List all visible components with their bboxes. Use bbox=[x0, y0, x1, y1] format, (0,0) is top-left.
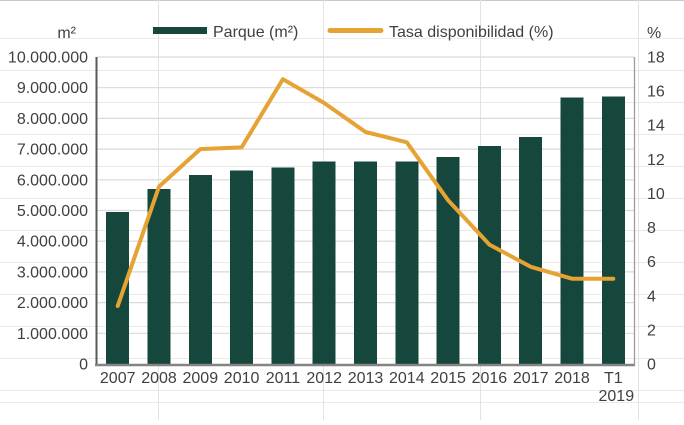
left-tick-label: 7.000.000 bbox=[17, 142, 88, 159]
bar-2014 bbox=[395, 161, 419, 364]
right-tick-label: 18 bbox=[647, 50, 665, 67]
legend: Parque (m²) Tasa disponibilidad (%) bbox=[153, 24, 554, 41]
right-tick-label: 16 bbox=[647, 84, 665, 101]
left-tick-label: 1.000.000 bbox=[17, 326, 88, 343]
right-tick-label: 6 bbox=[647, 254, 656, 271]
x-label-2012: 2012 bbox=[306, 370, 342, 387]
right-tick-label: 10 bbox=[647, 186, 665, 203]
x-label-2009: 2009 bbox=[183, 370, 219, 387]
tasa-disponibilidad-line bbox=[115, 77, 616, 308]
bar-2012 bbox=[312, 161, 336, 364]
bar-2008 bbox=[147, 189, 171, 364]
legend-label-tasa-disponibilidad: Tasa disponibilidad (%) bbox=[389, 24, 554, 41]
line-series-tasa-disponibilidad bbox=[115, 77, 616, 308]
x-label-2014: 2014 bbox=[389, 370, 425, 387]
legend-label-parque: Parque (m²) bbox=[213, 24, 298, 41]
right-tick-label: 14 bbox=[647, 118, 665, 135]
x-label-2013: 2013 bbox=[348, 370, 384, 387]
x-label-2010: 2010 bbox=[224, 370, 260, 387]
x-axis-category-labels: 2007 2008 2009 2010 2011 2012 2013 2014 2015 2016… bbox=[100, 370, 634, 405]
left-tick-label: 10.000.000 bbox=[8, 50, 88, 67]
left-tick-label: 2.000.000 bbox=[17, 295, 88, 312]
x-label-2008: 2008 bbox=[141, 370, 177, 387]
left-tick-label: 4.000.000 bbox=[17, 234, 88, 251]
left-tick-label: 0 bbox=[79, 357, 88, 374]
bar-2010 bbox=[230, 170, 254, 364]
bar-2017 bbox=[519, 136, 543, 364]
left-tick-label: 9.000.000 bbox=[17, 80, 88, 97]
axes bbox=[95, 57, 636, 367]
x-label-2018: 2018 bbox=[554, 370, 590, 387]
x-label-2011: 2011 bbox=[266, 370, 301, 387]
right-tick-label: 2 bbox=[647, 322, 656, 339]
x-label-2016: 2016 bbox=[472, 370, 508, 387]
bar-2018 bbox=[560, 97, 584, 364]
left-tick-label: 6.000.000 bbox=[17, 172, 88, 189]
x-label-2017: 2017 bbox=[513, 370, 549, 387]
left-tick-label: 3.000.000 bbox=[17, 264, 88, 281]
right-tick-label: 0 bbox=[647, 357, 656, 374]
bar-series-parque bbox=[106, 96, 625, 365]
right-tick-label: 8 bbox=[647, 220, 656, 237]
x-label-2007: 2007 bbox=[100, 370, 136, 387]
left-axis-unit-label: m² bbox=[57, 25, 76, 42]
x-label-2015: 2015 bbox=[430, 370, 466, 387]
right-axis-tick-labels: 0 2 4 6 8 10 12 14 16 18 bbox=[647, 50, 665, 374]
bar-T1-2019 bbox=[601, 96, 625, 365]
legend-swatch-parque bbox=[153, 27, 207, 34]
x-label-T1-2019: T1 2019 bbox=[599, 370, 635, 405]
left-axis-tick-labels: 0 1.000.000 2.000.000 3.000.000 4.000.000 5.0… bbox=[8, 50, 88, 374]
left-tick-label: 8.000.000 bbox=[17, 111, 88, 128]
bar-2007 bbox=[106, 212, 130, 364]
right-tick-label: 4 bbox=[647, 288, 656, 305]
right-tick-label: 12 bbox=[647, 152, 665, 169]
bar-2016 bbox=[477, 146, 501, 364]
left-tick-label: 5.000.000 bbox=[17, 203, 88, 220]
bar-2011 bbox=[271, 167, 295, 364]
right-axis-unit-label: % bbox=[647, 25, 661, 42]
bar-2009 bbox=[188, 175, 212, 364]
bar-2013 bbox=[354, 161, 377, 364]
